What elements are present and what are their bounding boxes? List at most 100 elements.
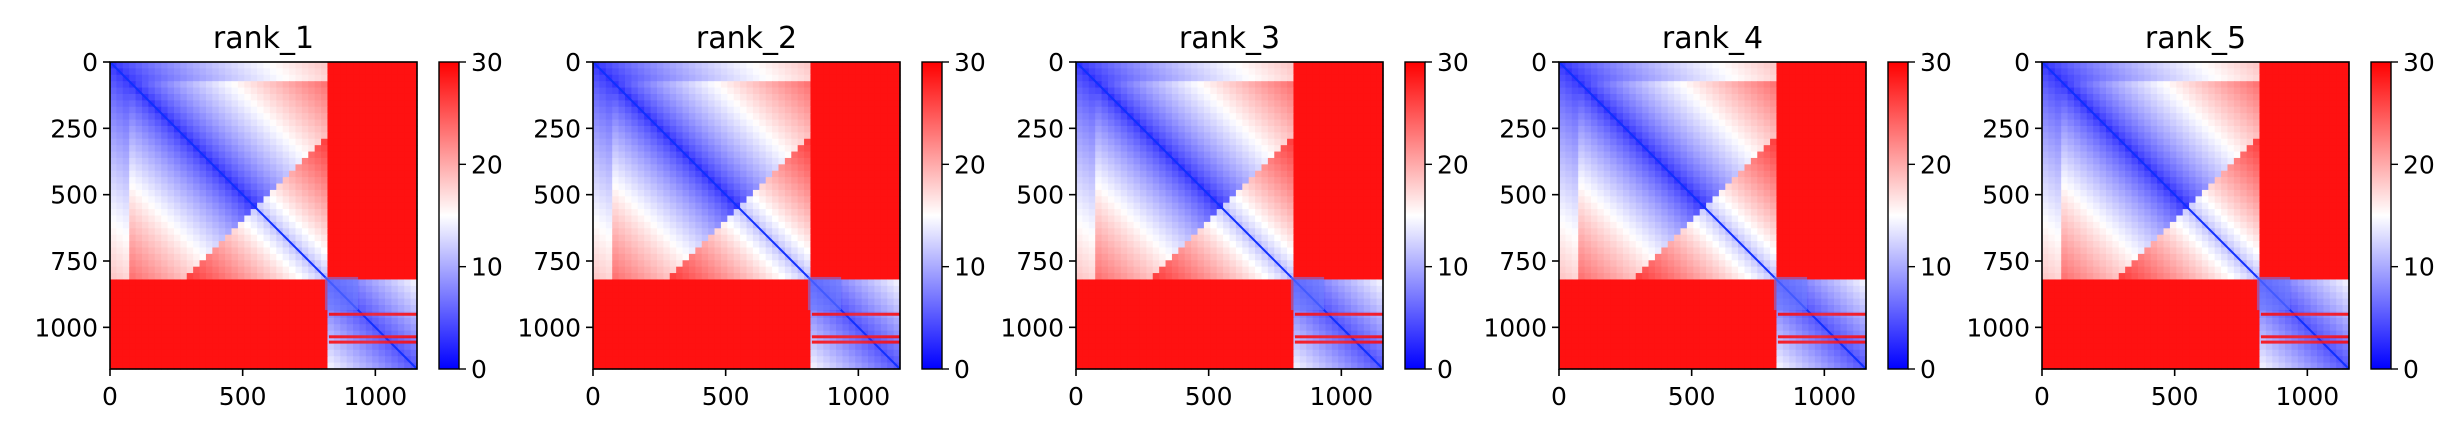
heatmap-cell: [791, 311, 799, 319]
heatmap-cell: [746, 100, 754, 108]
heatmap-cell: [333, 164, 341, 172]
heatmap-cell: [269, 260, 277, 268]
heatmap-cell: [848, 209, 856, 217]
heatmap-cell: [1088, 100, 1096, 108]
heatmap-cell: [823, 234, 831, 242]
heatmap-cell: [321, 337, 329, 345]
heatmap-cell: [154, 253, 162, 261]
heatmap-cell: [269, 266, 277, 274]
heatmap-cell: [624, 125, 632, 133]
heatmap-cell: [650, 349, 658, 357]
heatmap-cell: [701, 349, 709, 357]
heatmap-cell: [327, 356, 335, 364]
heatmap-cell: [752, 362, 760, 370]
heatmap-cell: [257, 317, 265, 325]
panel-title: rank_1: [213, 21, 314, 56]
heatmap-cell: [1235, 87, 1243, 95]
heatmap-cell: [1082, 74, 1090, 82]
heatmap-cell: [727, 234, 735, 242]
heatmap-cell: [842, 68, 850, 76]
heatmap-cell: [180, 285, 188, 293]
heatmap-cell: [714, 189, 722, 197]
heatmap-cell: [218, 215, 226, 223]
heatmap-cell: [861, 247, 869, 255]
heatmap-cell: [682, 145, 690, 153]
heatmap-cell: [1331, 87, 1339, 95]
heatmap-cell: [218, 87, 226, 95]
heatmap-cell: [301, 157, 309, 165]
heatmap-cell: [129, 221, 137, 229]
heatmap-cell: [656, 202, 664, 210]
heatmap-cell: [855, 337, 863, 345]
heatmap-cell: [624, 215, 632, 223]
heatmap-cell: [676, 113, 684, 121]
heatmap-cell: [765, 164, 773, 172]
heatmap-cell: [110, 228, 117, 236]
heatmap-cell: [624, 157, 632, 165]
heatmap-cell: [295, 279, 303, 287]
heatmap-cell: [695, 260, 703, 268]
heatmap-cell: [404, 221, 412, 229]
heatmap-cell: [804, 177, 812, 185]
heatmap-cell: [816, 132, 824, 140]
heatmap-cell: [1139, 93, 1147, 101]
heatmap-cell: [746, 337, 754, 345]
heatmap-cell: [110, 241, 117, 249]
heatmap-cell: [816, 62, 824, 69]
heatmap-cell: [397, 189, 405, 197]
heatmap-cell: [289, 209, 297, 217]
heatmap-cell: [1267, 100, 1275, 108]
heatmap-cell: [810, 234, 818, 242]
heatmap-cell: [289, 106, 297, 114]
heatmap-cell: [720, 157, 728, 165]
heatmap-cell: [365, 260, 373, 268]
heatmap-cell: [218, 311, 226, 319]
heatmap-cell: [631, 292, 639, 300]
heatmap-cell: [1344, 87, 1352, 95]
heatmap-cell: [887, 189, 895, 197]
heatmap-cell: [868, 234, 876, 242]
heatmap-cell: [637, 221, 645, 229]
heatmap-cell: [321, 298, 329, 306]
heatmap-cell: [199, 253, 207, 261]
heatmap-cell: [701, 106, 709, 114]
heatmap-cell: [804, 151, 812, 159]
heatmap-cell: [116, 356, 124, 364]
heatmap-cell: [295, 228, 303, 236]
heatmap-cell: [810, 106, 818, 114]
heatmap-cell: [161, 228, 169, 236]
heatmap-cell: [167, 343, 175, 351]
heatmap-cell: [225, 68, 233, 76]
heatmap-cell: [289, 157, 297, 165]
heatmap-cell: [880, 119, 888, 127]
heatmap-cell: [688, 100, 696, 108]
heatmap-cell: [269, 356, 277, 364]
heatmap-cell: [823, 189, 831, 197]
heatmap-cell: [122, 337, 130, 345]
heatmap-cell: [1184, 93, 1192, 101]
heatmap-cell: [714, 145, 722, 153]
heatmap-cell: [688, 74, 696, 82]
heatmap-cell: [257, 106, 265, 114]
heatmap-cell: [321, 157, 329, 165]
heatmap-cell: [193, 221, 201, 229]
heatmap-cell: [618, 324, 626, 332]
heatmap-cell: [823, 330, 831, 338]
heatmap-cell: [173, 68, 181, 76]
heatmap-cell: [848, 362, 856, 370]
heatmap-cell: [842, 202, 850, 210]
heatmap-cell: [385, 81, 393, 89]
heatmap-cell: [874, 356, 882, 364]
heatmap-cell: [874, 74, 882, 82]
heatmap-cell: [855, 317, 863, 325]
heatmap-cell: [599, 337, 607, 345]
heatmap-cell: [714, 93, 722, 101]
heatmap-cell: [333, 253, 341, 261]
heatmap-cell: [225, 119, 233, 127]
heatmap-cell: [676, 177, 684, 185]
heatmap-cell: [148, 260, 156, 268]
heatmap-cell: [359, 74, 367, 82]
heatmap-cell: [1344, 68, 1352, 76]
heatmap-cell: [752, 196, 760, 204]
heatmap-cell: [116, 93, 124, 101]
